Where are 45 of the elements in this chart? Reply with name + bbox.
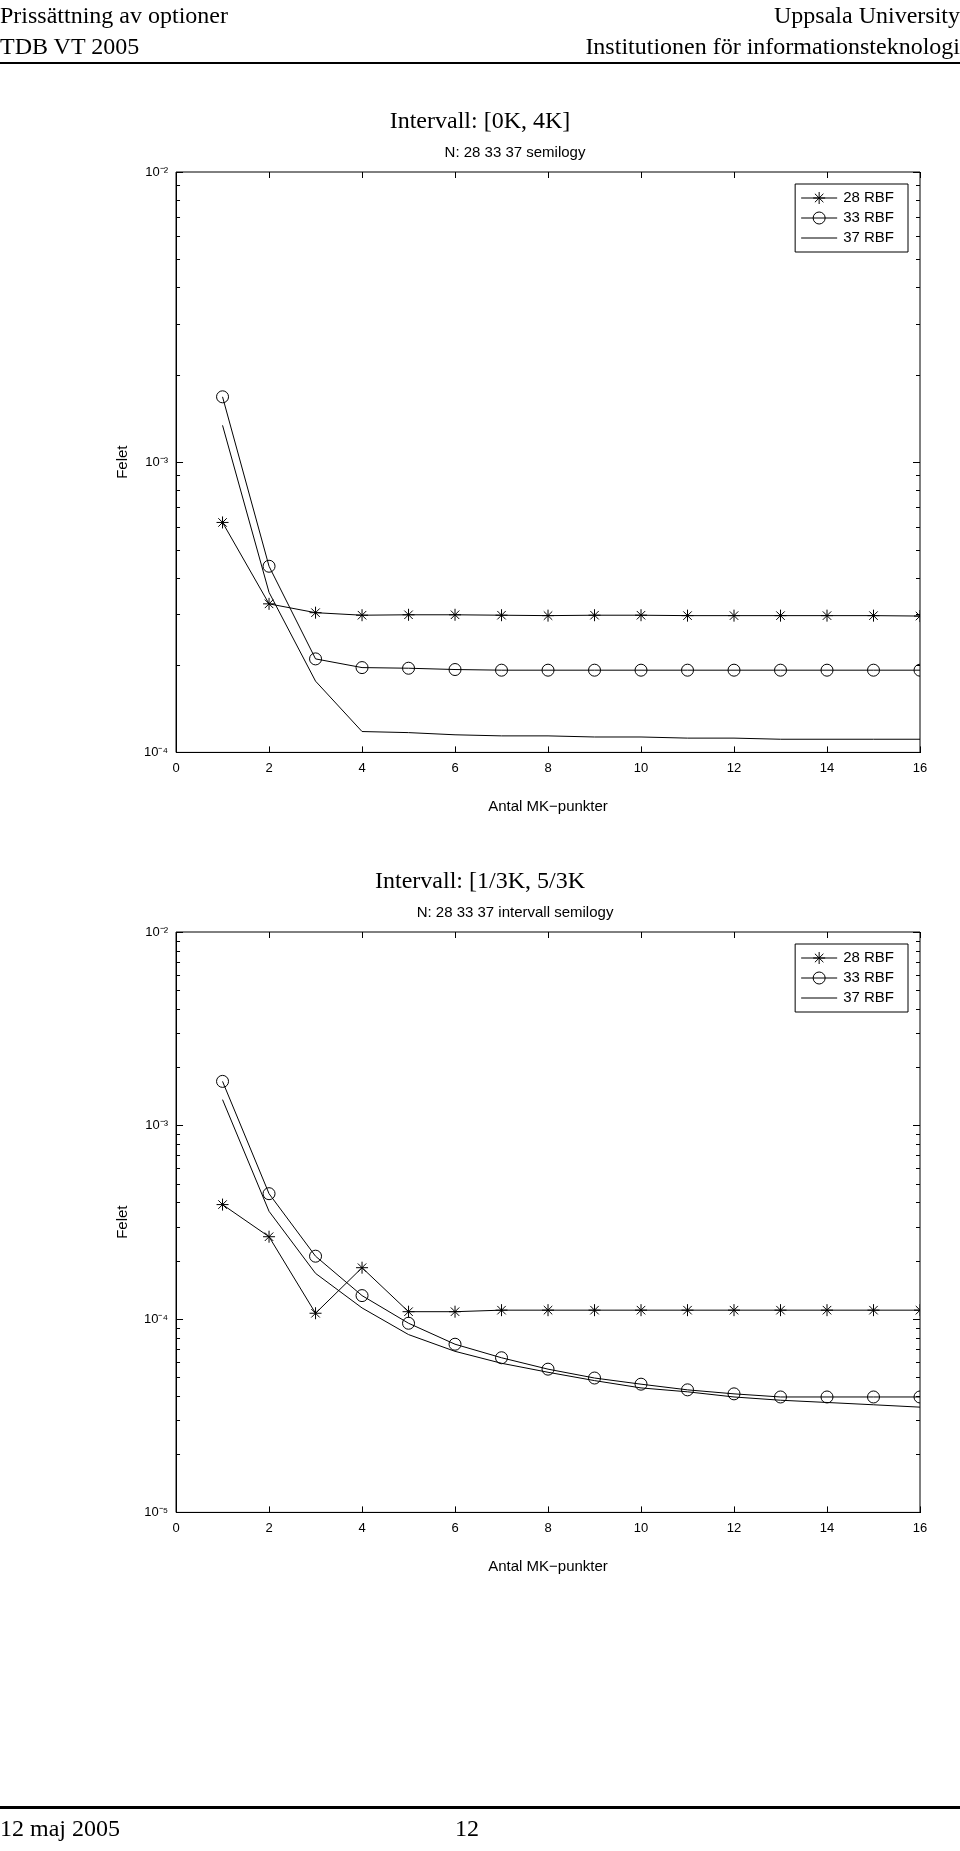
y-tick-label: 10⁻² — [145, 163, 169, 179]
text: Institutionen för informationsteknologi — [584, 32, 960, 61]
text: TDB VT 2005 — [0, 32, 141, 61]
x-tick-label: 16 — [912, 760, 928, 776]
chart-subtitle: N: 28 33 37 semilogy — [444, 143, 586, 161]
x-tick-label: 2 — [265, 1520, 273, 1536]
x-axis-title: Antal MK−punkter — [488, 797, 608, 815]
text: Prissättning av optioner — [0, 1, 229, 30]
y-axis-title: Felet — [113, 444, 131, 479]
x-tick-label: 2 — [265, 760, 273, 776]
x-tick-label: 14 — [819, 760, 835, 776]
x-tick-label: 0 — [172, 760, 180, 776]
x-tick-label: 4 — [358, 1520, 366, 1536]
x-tick-label: 14 — [819, 1520, 835, 1536]
x-tick-label: 10 — [633, 760, 649, 776]
x-tick-label: 4 — [358, 760, 366, 776]
y-tick-label: 10⁻⁵ — [144, 1503, 169, 1519]
x-tick-label: 8 — [544, 760, 552, 776]
x-axis-title: Antal MK−punkter — [488, 1557, 608, 1575]
x-tick-label: 10 — [633, 1520, 649, 1536]
legend-label: 37 RBF — [843, 228, 895, 246]
text: Uppsala University — [773, 1, 960, 30]
text: 12 maj 2005 — [0, 1815, 120, 1842]
x-tick-label: 6 — [451, 1520, 459, 1536]
legend-label: 33 RBF — [843, 968, 895, 986]
x-tick-label: 6 — [451, 760, 459, 776]
text: 12 — [455, 1815, 479, 1842]
legend-label: 28 RBF — [843, 948, 895, 966]
x-tick-label: 8 — [544, 1520, 552, 1536]
x-tick-label: 12 — [726, 1520, 742, 1536]
legend-label: 33 RBF — [843, 208, 895, 226]
chart-title: Intervall: [1/3K, 5/3K — [374, 866, 586, 895]
y-tick-label: 10⁻³ — [145, 1117, 169, 1133]
y-tick-label: 10⁻⁴ — [144, 1310, 169, 1326]
legend-label: 37 RBF — [843, 988, 895, 1006]
y-axis-title: Felet — [113, 1204, 131, 1239]
y-tick-label: 10⁻³ — [145, 453, 169, 469]
chart-subtitle: N: 28 33 37 intervall semilogy — [416, 903, 614, 921]
x-tick-label: 16 — [912, 1520, 928, 1536]
y-tick-label: 10⁻² — [145, 923, 169, 939]
x-tick-label: 12 — [726, 760, 742, 776]
chart-title: Intervall: [0K, 4K] — [388, 106, 572, 135]
legend-label: 28 RBF — [843, 188, 895, 206]
x-tick-label: 0 — [172, 1520, 180, 1536]
y-tick-label: 10⁻⁴ — [144, 743, 169, 759]
